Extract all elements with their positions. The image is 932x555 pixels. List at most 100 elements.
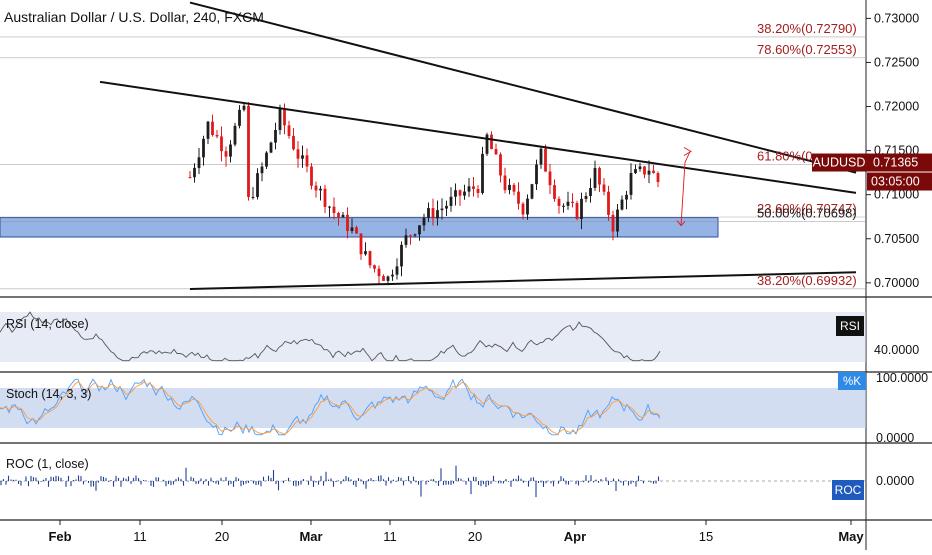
candle-body bbox=[368, 251, 372, 266]
candle-body bbox=[458, 190, 462, 196]
candle-body bbox=[512, 184, 516, 192]
candle-body bbox=[485, 134, 489, 154]
candle-body bbox=[517, 191, 520, 204]
candle-body bbox=[481, 153, 484, 193]
candle-body bbox=[629, 173, 633, 195]
roc-badge-label: ROC bbox=[835, 483, 862, 497]
candle-body bbox=[202, 138, 205, 158]
projection-down-arrow bbox=[680, 162, 686, 226]
candle-body bbox=[197, 157, 201, 168]
candle-body bbox=[332, 206, 336, 214]
candle-body bbox=[310, 166, 313, 186]
candle-body bbox=[359, 233, 363, 255]
candle-body bbox=[476, 188, 480, 193]
candle-body bbox=[247, 105, 250, 197]
candle-body bbox=[422, 217, 426, 226]
candle-body bbox=[449, 196, 453, 206]
candle-body bbox=[544, 148, 547, 172]
candle-body bbox=[490, 134, 493, 150]
candle-body bbox=[269, 142, 273, 153]
candle-body bbox=[634, 169, 637, 174]
trendline-lower bbox=[189, 271, 857, 290]
fib-label: 38.20%(0.72790) bbox=[757, 21, 857, 36]
fib-label: 50.00%(0.70698) bbox=[757, 205, 857, 220]
time-tick-label: Mar bbox=[299, 529, 322, 544]
candle-body bbox=[616, 209, 619, 232]
rsi-badge bbox=[836, 316, 864, 336]
candle-body bbox=[278, 108, 282, 130]
candle-body bbox=[548, 171, 552, 186]
candle-body bbox=[188, 177, 192, 179]
candle-body bbox=[611, 214, 615, 232]
fib-label: 78.60%(0.72553) bbox=[757, 42, 857, 57]
candle-body bbox=[521, 203, 525, 215]
candle-body bbox=[265, 152, 268, 167]
stoch-d-line bbox=[0, 381, 661, 435]
candle-body bbox=[256, 173, 259, 197]
stoch-label: Stoch (14, 3, 3) bbox=[6, 387, 91, 401]
candle-body bbox=[395, 266, 399, 275]
candle-body bbox=[314, 185, 318, 191]
candle-body bbox=[260, 166, 264, 174]
stoch-tick-bottom: 0.0000 bbox=[876, 431, 914, 445]
candle-body bbox=[355, 227, 358, 234]
candle-body bbox=[620, 199, 624, 210]
candle-body bbox=[418, 225, 421, 235]
candle-body bbox=[607, 191, 610, 215]
candle-body bbox=[562, 205, 565, 207]
candle-body bbox=[472, 186, 475, 189]
candle-body bbox=[427, 208, 430, 218]
price-tick-label: 0.72000 bbox=[874, 100, 919, 114]
fib-label: 23.60%(0.70747) bbox=[757, 201, 857, 216]
candle-body bbox=[413, 234, 417, 236]
candle-body bbox=[206, 121, 210, 139]
candle-body bbox=[193, 167, 196, 178]
candle-body bbox=[436, 210, 439, 219]
time-tick-label: 11 bbox=[133, 529, 147, 544]
price-tick-label: 0.72500 bbox=[874, 55, 919, 69]
candle-body bbox=[364, 251, 367, 255]
candle-body bbox=[341, 214, 345, 218]
roc-badge bbox=[832, 480, 864, 500]
candle-body bbox=[575, 203, 579, 219]
candle-body bbox=[377, 268, 381, 277]
price-tick-label: 0.70500 bbox=[874, 232, 919, 246]
candle-body bbox=[566, 201, 570, 206]
candle-body bbox=[580, 198, 583, 219]
candle-body bbox=[391, 274, 394, 277]
time-tick-label: 11 bbox=[383, 529, 397, 544]
fib-label: 61.80%(0 bbox=[757, 149, 813, 164]
candle-body bbox=[337, 213, 340, 218]
candle-body bbox=[400, 244, 403, 267]
candle-body bbox=[494, 149, 498, 155]
candle-body bbox=[602, 184, 606, 192]
symbol-label: AUDUSD bbox=[813, 156, 866, 170]
symbol-badge bbox=[812, 153, 867, 172]
time-tick-label: 20 bbox=[468, 529, 482, 544]
trendline-upper bbox=[189, 1, 857, 174]
candle-body bbox=[557, 198, 561, 206]
candle-body bbox=[467, 186, 471, 192]
candle-body bbox=[296, 149, 300, 159]
candle-body bbox=[382, 276, 385, 281]
candle-body bbox=[350, 227, 354, 232]
candle-body bbox=[301, 155, 304, 159]
price-tick-label: 0.70000 bbox=[874, 276, 919, 290]
candle-body bbox=[535, 164, 538, 185]
candle-body bbox=[431, 208, 435, 219]
candle-body bbox=[373, 265, 376, 269]
stoch-badge bbox=[838, 372, 866, 390]
projection-up-arrow bbox=[684, 151, 691, 163]
candle-body bbox=[211, 121, 214, 135]
candle-body bbox=[598, 168, 601, 185]
candle-body bbox=[323, 188, 327, 207]
candle-body bbox=[328, 206, 331, 208]
rsi-label: RSI (14, close) bbox=[6, 317, 89, 331]
candle-body bbox=[445, 205, 448, 209]
countdown-badge bbox=[867, 172, 932, 191]
rsi-badge-label: RSI bbox=[840, 319, 860, 333]
stoch-badge-label: %K bbox=[843, 376, 861, 388]
rsi-line bbox=[0, 311, 661, 362]
